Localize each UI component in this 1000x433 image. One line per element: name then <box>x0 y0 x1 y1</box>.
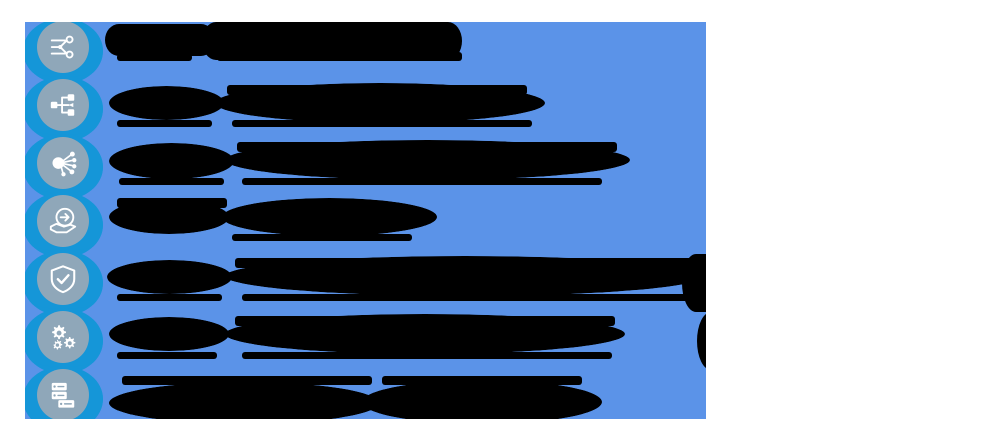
redaction-bar <box>105 24 215 56</box>
redaction-bar <box>697 312 706 370</box>
redaction-bar <box>109 86 224 120</box>
network-hub-icon <box>48 148 78 178</box>
badge-icon-circle <box>37 253 89 305</box>
hand-receive-icon <box>48 206 78 236</box>
redaction-bar <box>232 234 412 241</box>
redaction-bar <box>235 258 695 268</box>
list-item[interactable] <box>25 192 706 258</box>
shield-check-icon <box>48 264 78 294</box>
redaction-bar <box>119 178 224 185</box>
redaction-bar <box>362 380 602 419</box>
badge-icon-circle <box>37 79 89 131</box>
redaction-bar <box>232 120 532 127</box>
redaction-bar <box>382 376 582 385</box>
list-item[interactable] <box>25 134 706 200</box>
list-item[interactable] <box>25 22 706 84</box>
badge-icon-circle <box>37 311 89 363</box>
redaction-bar <box>682 254 706 312</box>
redaction-bar <box>117 352 217 359</box>
list-item-badge[interactable] <box>25 250 103 316</box>
redaction-bar <box>107 260 232 294</box>
redaction-bar <box>242 352 612 359</box>
infographic-panel <box>25 22 706 419</box>
list-item-badge[interactable] <box>25 366 103 419</box>
badge-icon-circle <box>37 369 89 419</box>
list-item-badge[interactable] <box>25 134 103 200</box>
badge-icon-circle <box>37 137 89 189</box>
list-item[interactable] <box>25 308 706 374</box>
redaction-bar <box>109 143 234 179</box>
redaction-bar <box>122 376 372 385</box>
redaction-bar <box>242 178 602 185</box>
redaction-bar <box>237 142 617 152</box>
gears-icon <box>48 322 78 352</box>
redaction-bar <box>217 52 462 61</box>
list-item-badge[interactable] <box>25 192 103 258</box>
redaction-bar <box>117 294 222 301</box>
redaction-bar <box>117 198 227 208</box>
badge-icon-circle <box>37 195 89 247</box>
redaction-bar <box>235 316 615 326</box>
redaction-bar <box>109 317 229 351</box>
redaction-bar <box>109 382 379 419</box>
redaction-bar <box>242 294 692 301</box>
redaction-bar <box>227 85 527 95</box>
badge-icon-circle <box>37 22 89 73</box>
redaction-bar <box>117 120 212 127</box>
list-item-badge[interactable] <box>25 22 103 84</box>
redaction-bar <box>222 198 437 236</box>
list-item-badge[interactable] <box>25 308 103 374</box>
server-stack-icon <box>48 380 78 410</box>
list-item[interactable] <box>25 76 706 142</box>
circuit-nodes-icon <box>48 32 78 62</box>
share-branch-icon <box>48 90 78 120</box>
redaction-bar <box>117 54 192 61</box>
list-item[interactable] <box>25 366 706 419</box>
list-item-badge[interactable] <box>25 76 103 142</box>
list-item[interactable] <box>25 250 706 316</box>
